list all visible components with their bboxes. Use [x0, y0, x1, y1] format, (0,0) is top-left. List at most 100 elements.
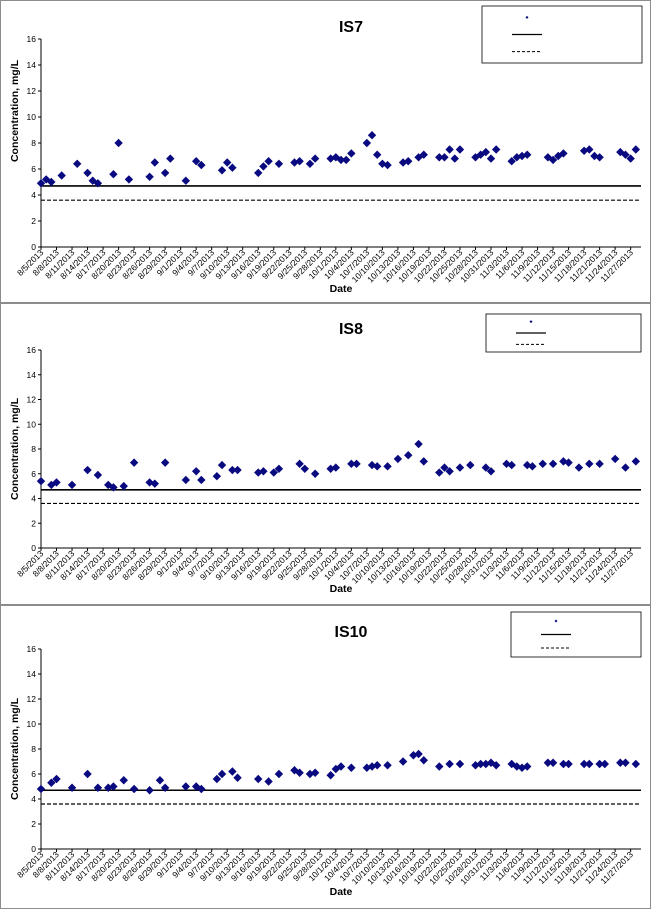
data-point — [481, 463, 491, 472]
data-point — [67, 783, 77, 792]
y-tick-label: 6 — [31, 164, 36, 174]
data-point — [181, 176, 191, 185]
data-point — [109, 782, 118, 791]
y-tick-label: 10 — [27, 419, 37, 429]
data-point — [341, 155, 351, 165]
data-point — [191, 782, 201, 791]
y-tick-label: 6 — [31, 769, 36, 779]
data-point — [336, 762, 346, 771]
data-point — [305, 159, 315, 168]
data-point — [93, 783, 103, 792]
data-point — [264, 777, 273, 786]
data-point — [367, 762, 377, 771]
data-point — [145, 786, 154, 795]
data-point — [435, 153, 444, 162]
data-point — [455, 759, 465, 769]
y-tick-label: 0 — [31, 844, 36, 854]
data-point — [507, 157, 516, 166]
data-point — [481, 147, 491, 157]
y-tick-label: 4 — [31, 494, 36, 504]
data-point — [595, 153, 604, 162]
data-point — [616, 758, 625, 767]
x-axis-label: Date — [330, 583, 353, 595]
y-tick-label: 12 — [27, 395, 37, 405]
data-point — [393, 454, 403, 464]
data-point — [564, 458, 573, 467]
data-point — [269, 468, 278, 477]
data-point — [512, 762, 522, 771]
data-point — [160, 783, 170, 792]
data-point — [347, 459, 356, 469]
data-point — [486, 758, 496, 767]
data-point — [362, 138, 372, 148]
data-point — [445, 145, 454, 154]
data-point — [455, 463, 465, 472]
data-point — [274, 159, 284, 168]
data-point — [36, 476, 46, 486]
data-point — [559, 457, 568, 466]
data-point — [631, 145, 641, 154]
data-point — [621, 463, 630, 472]
legend-marker-diamond — [525, 15, 529, 19]
data-point — [414, 439, 423, 449]
data-point — [223, 158, 232, 167]
chart-panel-is7: IS7 0 2 4 6 8 10 12 14 16 8/5/2013 8/8/2013 8/11/201… — [0, 0, 651, 303]
data-point — [310, 768, 320, 777]
data-point — [579, 146, 589, 155]
data-point — [129, 784, 139, 794]
data-point — [336, 155, 346, 165]
data-point — [491, 145, 501, 154]
legend-box — [510, 611, 642, 658]
data-point — [212, 774, 222, 784]
data-point — [233, 773, 242, 782]
data-point — [579, 759, 589, 769]
data-point — [466, 460, 475, 470]
data-point — [217, 769, 227, 779]
data-point — [119, 776, 128, 785]
data-point — [150, 158, 159, 167]
data-point — [217, 460, 227, 470]
data-point — [554, 151, 563, 161]
data-point — [383, 462, 392, 471]
y-tick-label: 14 — [27, 370, 37, 380]
data-point — [305, 769, 315, 779]
data-point — [181, 475, 191, 485]
chart-title: IS7 — [339, 19, 363, 36]
data-point — [83, 465, 92, 475]
data-point — [419, 457, 428, 466]
data-point — [150, 479, 159, 488]
chart-panel-is10: IS10 0 2 4 6 8 10 12 14 16 8/5/2013 8/8/2013 8/11/20… — [0, 605, 651, 909]
data-point — [228, 163, 237, 172]
data-point — [445, 759, 454, 769]
data-point — [440, 463, 449, 472]
data-point — [259, 162, 268, 171]
data-point — [383, 761, 392, 770]
y-tick-label: 10 — [27, 719, 37, 729]
y-axis-label: Concentration, mg/L — [9, 59, 21, 162]
y-tick-label: 14 — [27, 60, 37, 70]
data-point — [300, 464, 309, 473]
chart-svg-is8: IS802468101214168/5/20138/8/20138/11/201… — [9, 313, 642, 595]
y-axis-label: Concentration, mg/L — [9, 697, 21, 800]
data-point — [517, 763, 527, 772]
data-point — [41, 175, 51, 184]
chart-title: IS8 — [339, 321, 363, 338]
data-point — [626, 154, 635, 163]
data-point — [166, 154, 175, 163]
data-point — [254, 168, 263, 178]
data-point — [114, 138, 123, 148]
data-point — [191, 157, 201, 166]
data-point — [109, 483, 118, 492]
data-point — [57, 171, 66, 180]
data-point — [295, 157, 304, 166]
data-point — [310, 154, 320, 163]
data-point — [129, 458, 139, 467]
y-tick-label: 0 — [31, 543, 36, 553]
data-point — [383, 160, 392, 170]
data-point — [73, 159, 82, 168]
x-axis-label: Date — [330, 283, 353, 295]
data-point — [585, 759, 594, 769]
y-axis-label: Concentration, mg/L — [9, 397, 21, 500]
data-point — [404, 450, 413, 460]
data-point — [512, 153, 522, 162]
